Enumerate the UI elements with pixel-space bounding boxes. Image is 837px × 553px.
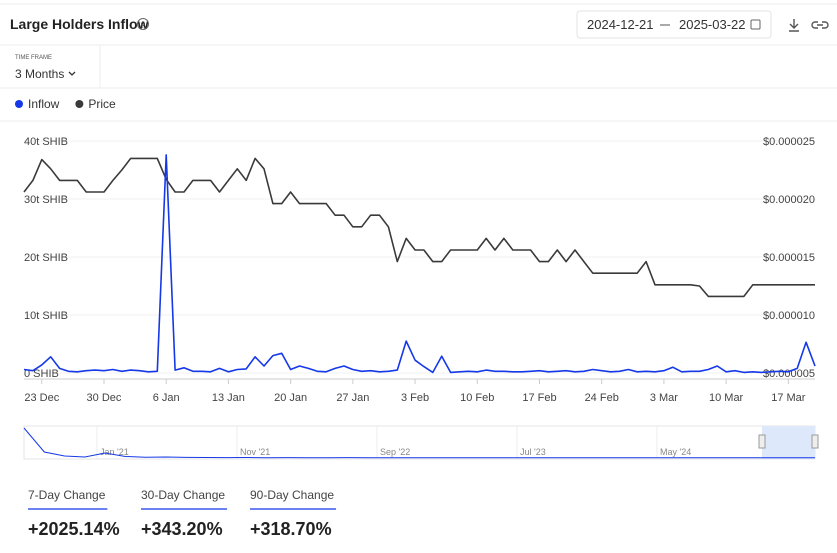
x-tick-label: 24 Feb bbox=[585, 392, 619, 404]
x-tick-label: 23 Dec bbox=[24, 392, 59, 404]
y-tick-label: 30t SHIB bbox=[24, 194, 68, 206]
stat-label: 90-Day Change bbox=[250, 488, 334, 502]
x-tick-label: 20 Jan bbox=[274, 392, 307, 404]
navigator-handle[interactable] bbox=[811, 434, 819, 449]
navigator-handle[interactable] bbox=[758, 434, 766, 449]
stat-value: +343.20% bbox=[141, 519, 223, 539]
legend: Inflow Price bbox=[15, 97, 116, 111]
navigator-selection[interactable] bbox=[762, 426, 815, 459]
navigator-label: Nov '21 bbox=[240, 447, 270, 457]
y-tick-label: 40t SHIB bbox=[24, 136, 68, 148]
x-tick-label: 17 Mar bbox=[771, 392, 806, 404]
x-tick-label: 6 Jan bbox=[153, 392, 180, 404]
x-tick-label: 3 Mar bbox=[650, 392, 678, 404]
y-tick-label: 10t SHIB bbox=[24, 310, 68, 322]
chevron bbox=[68, 71, 76, 76]
navigator-label: Jul '23 bbox=[520, 447, 546, 457]
time-frame-value[interactable]: 3 Months bbox=[15, 67, 64, 81]
y-tick-label: 20t SHIB bbox=[24, 252, 68, 264]
x-tick-label: 10 Mar bbox=[709, 392, 744, 404]
time-frame-label: TIME FRAME bbox=[15, 55, 52, 61]
y2-tick-label: $0.000005 bbox=[763, 368, 815, 380]
y2-tick-label: $0.000025 bbox=[763, 136, 815, 148]
link-icon[interactable] bbox=[811, 21, 829, 29]
x-tick-label: 17 Feb bbox=[522, 392, 556, 404]
legend-label: Inflow bbox=[28, 97, 60, 111]
y2-tick-label: $0.000010 bbox=[763, 310, 815, 322]
y2-tick-label: $0.000020 bbox=[763, 194, 815, 206]
stat-value: +318.70% bbox=[250, 519, 332, 539]
date-to[interactable]: 2025-03-22 bbox=[679, 17, 746, 32]
series-line bbox=[23, 157, 815, 298]
stat-value: +2025.14% bbox=[28, 519, 120, 539]
legend-swatch bbox=[75, 100, 84, 108]
date-range[interactable] bbox=[576, 10, 772, 39]
navigator: Jan '21 Nov '21 Sep '22 Jul '23 May '24 bbox=[23, 426, 816, 459]
download-icon[interactable] bbox=[789, 19, 799, 32]
x-tick-label: 13 Jan bbox=[212, 392, 245, 404]
series-line bbox=[23, 154, 816, 374]
x-tick-label: 27 Jan bbox=[336, 392, 369, 404]
title: Large Holders Inflow bbox=[10, 16, 149, 32]
navigator-label: Jan '21 bbox=[100, 447, 129, 457]
navigator-label: Sep '22 bbox=[380, 447, 410, 457]
x-tick-label: 30 Dec bbox=[87, 392, 122, 404]
legend-label: Price bbox=[88, 97, 116, 111]
date-from[interactable]: 2024-12-21 bbox=[587, 17, 654, 32]
legend-swatch bbox=[15, 100, 23, 108]
navigator-frame bbox=[23, 425, 816, 460]
help-icon[interactable] bbox=[137, 18, 149, 30]
y2-tick-label: $0.000015 bbox=[763, 252, 815, 264]
calendar-icon[interactable] bbox=[750, 19, 761, 30]
x-tick-label: 3 Feb bbox=[401, 392, 429, 404]
x-tick-label: 10 Feb bbox=[460, 392, 494, 404]
stat-label: 7-Day Change bbox=[28, 488, 106, 502]
stats: 7-Day Change +2025.14% 30-Day Change +343.2… bbox=[28, 488, 337, 539]
navigator-label: May '24 bbox=[660, 447, 691, 457]
stat-label: 30-Day Change bbox=[141, 488, 225, 502]
navigator-line bbox=[23, 427, 816, 459]
help-mark: ? bbox=[141, 21, 146, 30]
